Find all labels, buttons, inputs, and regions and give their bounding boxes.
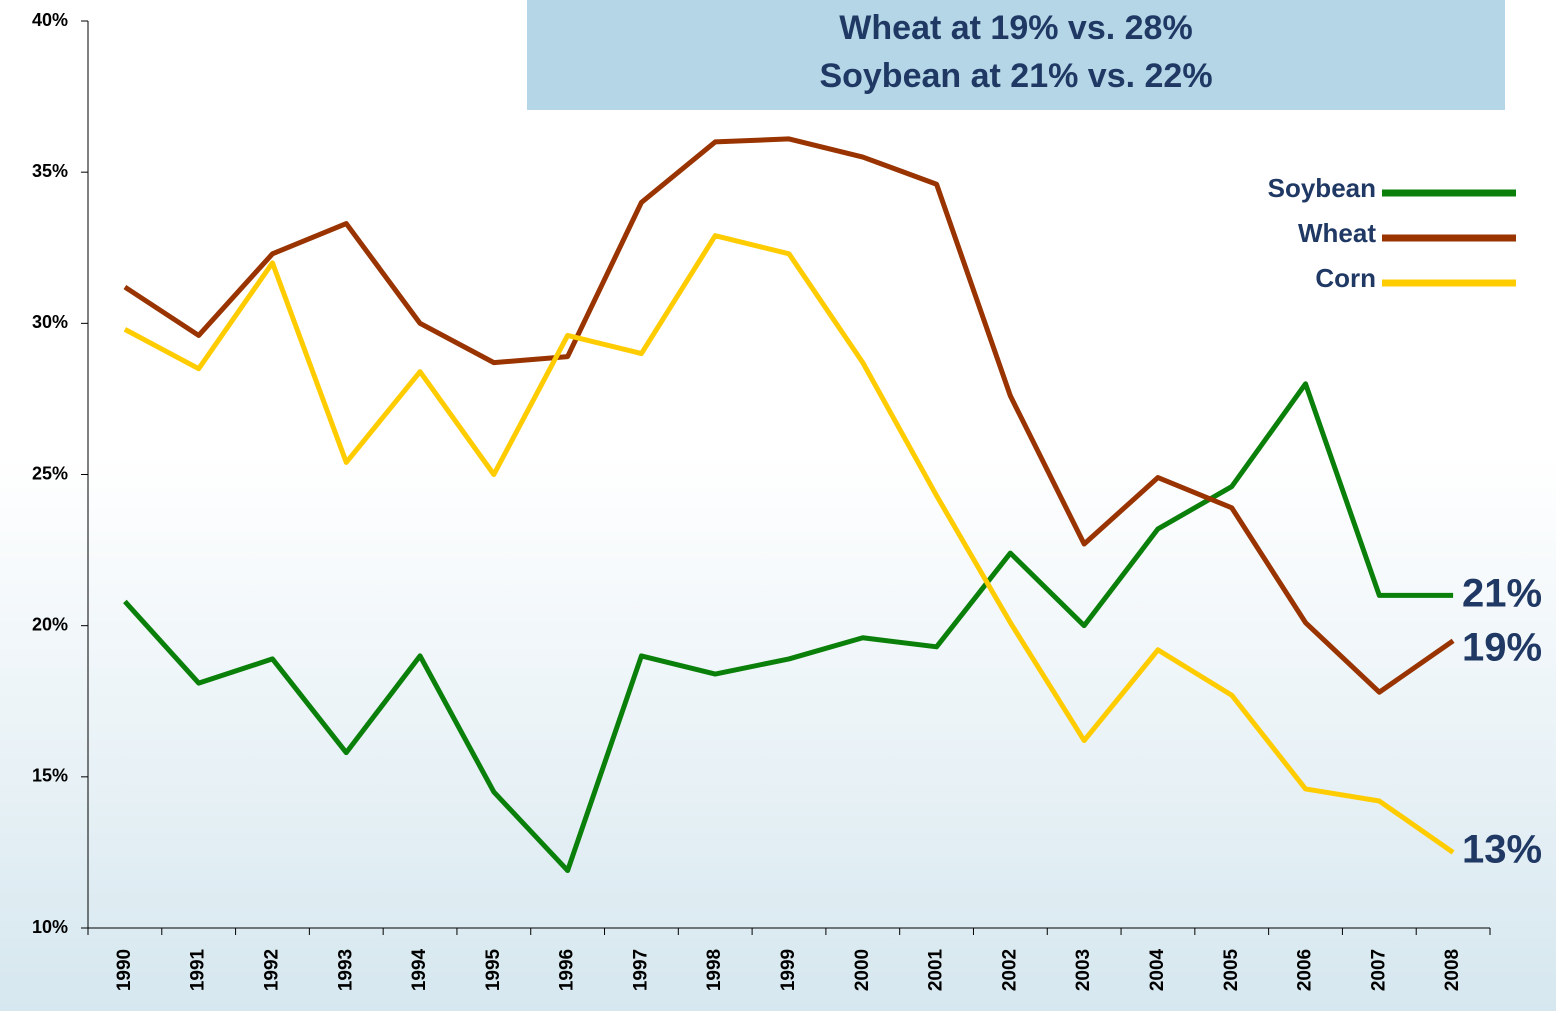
y-tick-label: 40% [32,10,68,30]
chart-title: Wheat at 19% vs. 28% [839,9,1192,47]
x-tick-label: 1992 [261,949,282,991]
legend-label: Wheat [1298,218,1376,248]
x-tick-label: 2001 [926,948,947,991]
y-tick-label: 30% [32,312,68,332]
x-tick-label: 1998 [704,949,725,991]
x-tick-label: 2000 [852,949,873,991]
y-tick-label: 20% [32,614,68,634]
x-tick-label: 1991 [188,948,209,991]
x-tick-label: 2002 [999,949,1020,991]
x-tick-label: 2007 [1368,949,1389,991]
title-box [527,0,1505,110]
legend-label: Corn [1315,263,1376,293]
x-tick-label: 1995 [483,948,504,991]
x-tick-label: 2006 [1295,949,1316,991]
x-tick-label: 1997 [630,949,651,991]
x-tick-label: 2005 [1221,948,1242,991]
x-tick-label: 1994 [409,948,430,991]
legend-label: Soybean [1268,173,1376,203]
x-tick-label: 1996 [557,949,578,991]
x-tick-label: 2004 [1147,948,1168,991]
end-label: 21% [1462,572,1542,616]
y-tick-label: 15% [32,766,68,786]
y-tick-label: 25% [32,463,68,483]
y-tick-label: 10% [32,917,68,937]
x-tick-label: 2008 [1442,949,1463,991]
series-line [123,233,1455,855]
end-label: 13% [1462,828,1542,872]
x-tick-label: 1993 [335,949,356,991]
x-tick-label: 1990 [114,949,135,991]
x-tick-label: 1999 [778,949,799,991]
series-line [123,136,1455,695]
chart-title: Soybean at 21% vs. 22% [819,57,1212,95]
y-tick-label: 35% [32,161,68,181]
x-tick-label: 2003 [1073,949,1094,991]
end-label: 19% [1462,626,1542,670]
series-line [123,381,1454,874]
